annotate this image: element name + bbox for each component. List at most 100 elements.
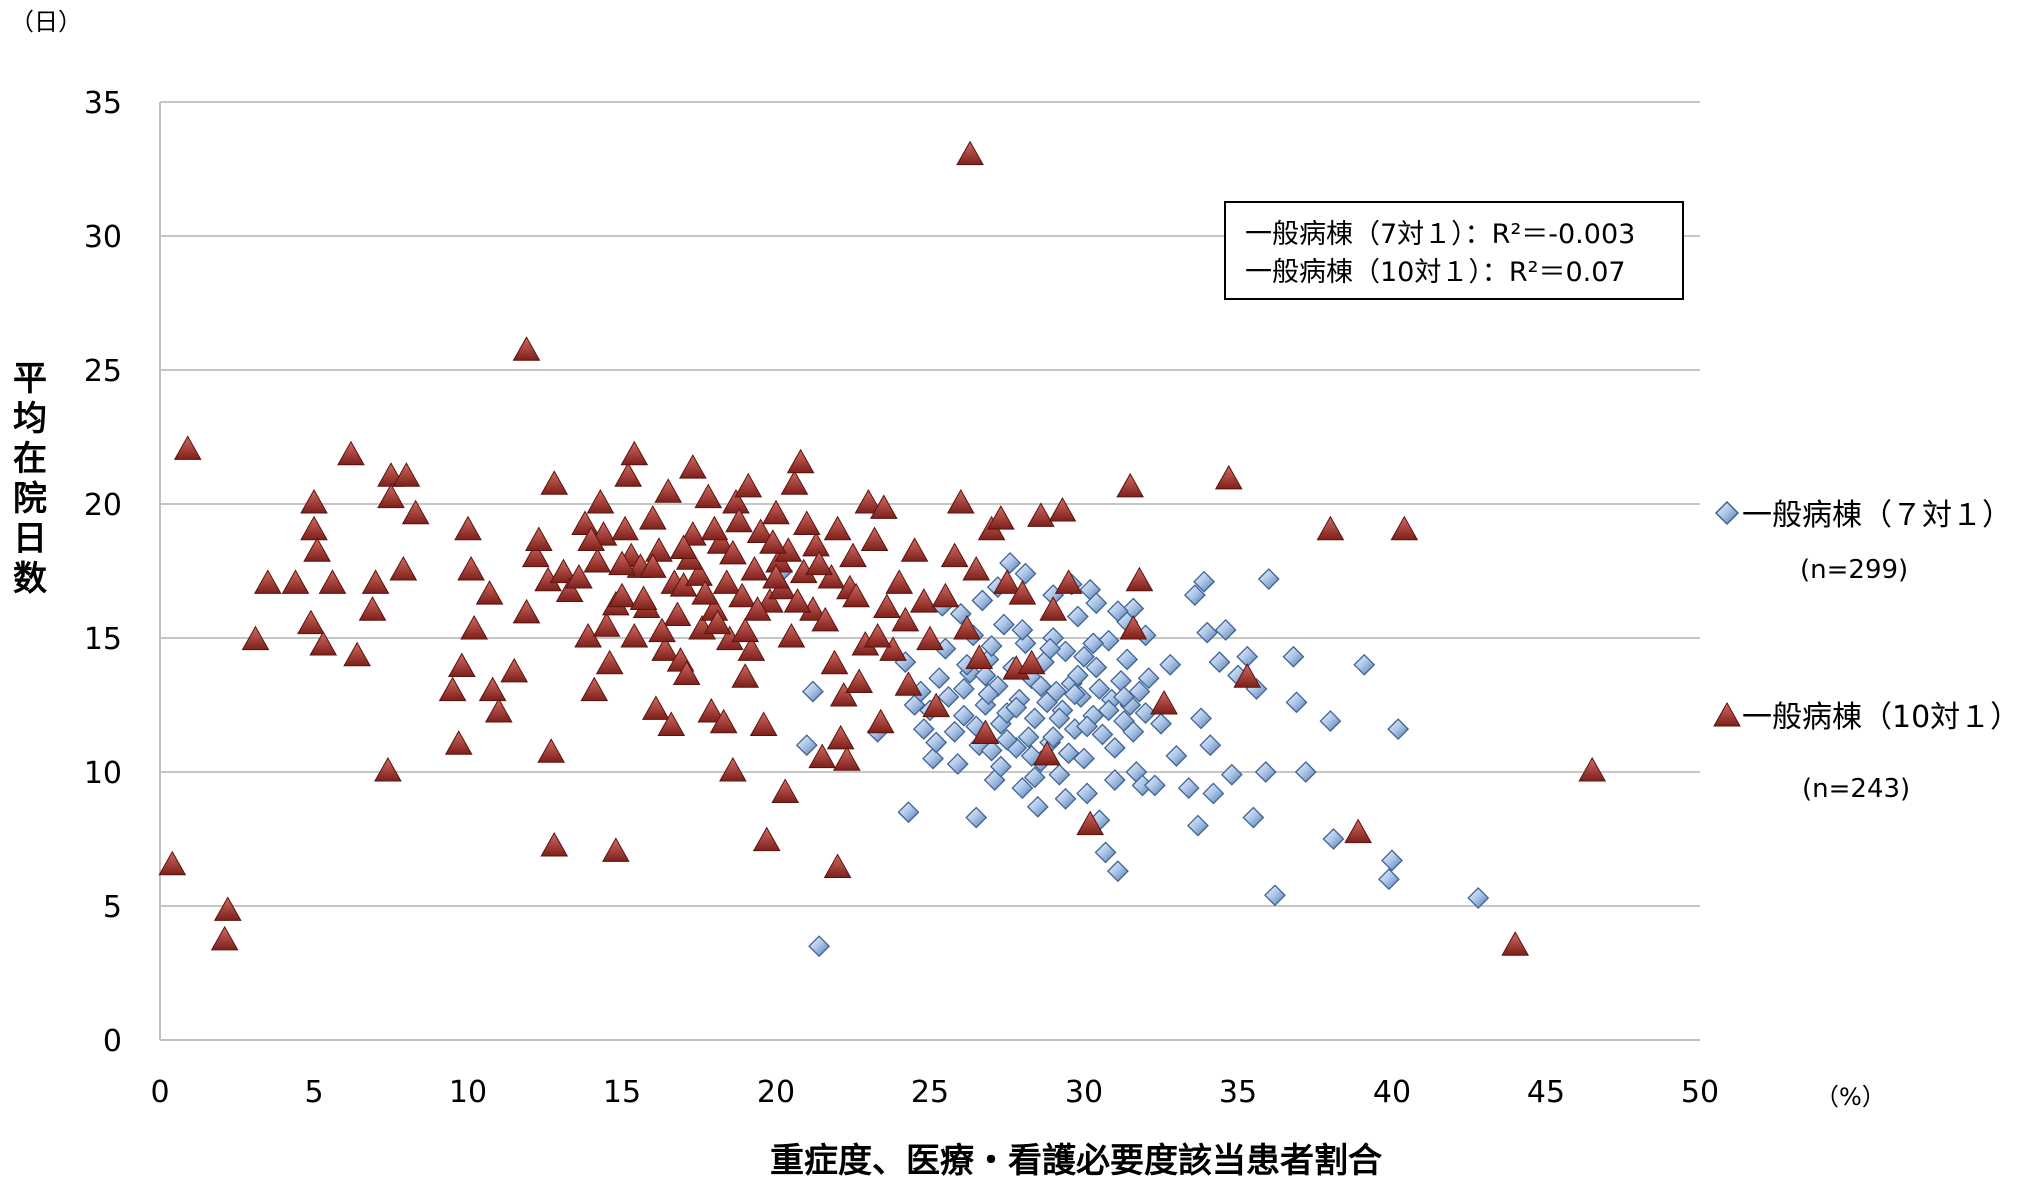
data-point-7to1: [1014, 562, 1037, 585]
data-point-7to1: [1282, 645, 1305, 668]
data-point-10to1: [1578, 756, 1607, 782]
data-point-7to1: [1353, 653, 1376, 676]
data-point-10to1: [241, 625, 270, 651]
data-point-7to1: [795, 734, 818, 757]
y-axis-title: 平均在院日数: [13, 359, 47, 599]
data-point-10to1: [173, 435, 202, 460]
data-point-7to1: [1264, 884, 1286, 907]
data-point-7to1: [1214, 619, 1237, 641]
data-point-10to1: [672, 660, 701, 686]
data-point-10to1: [1054, 569, 1083, 594]
data-point-10to1: [771, 778, 800, 803]
data-point-10to1: [654, 478, 683, 503]
data-point-7to1: [1208, 651, 1231, 674]
y-tick-label: 5: [103, 890, 122, 925]
data-point-10to1: [845, 668, 874, 694]
x-tick-label: 45: [1527, 1075, 1565, 1110]
data-point-10to1: [737, 636, 766, 661]
data-point-7to1: [1165, 745, 1188, 767]
data-point-7to1: [1063, 683, 1086, 706]
data-point-10to1: [860, 526, 889, 552]
data-point-10to1: [213, 896, 242, 921]
legend-n-10to1: (n=243): [1802, 774, 1910, 804]
data-point-10to1: [444, 730, 473, 755]
data-point-10to1: [706, 529, 735, 554]
legend-item-10to1: 一般病棟（10対１） (n=243): [1713, 700, 2020, 804]
data-point-10to1: [343, 641, 371, 667]
data-point-7to1: [1039, 637, 1062, 660]
data-point-7to1: [1220, 763, 1243, 786]
data-point-7to1: [1134, 702, 1157, 724]
data-point-7to1: [1196, 621, 1219, 644]
diamond-icon: [1714, 500, 1740, 526]
data-point-10to1: [826, 724, 855, 750]
data-point-10to1: [620, 622, 649, 648]
data-point-10to1: [586, 488, 615, 514]
data-point-10to1: [620, 440, 649, 466]
data-point-10to1: [389, 555, 418, 581]
data-point-10to1: [300, 515, 328, 541]
data-point-10to1: [374, 756, 402, 782]
data-point-10to1: [746, 518, 775, 543]
data-point-10to1: [805, 550, 833, 576]
data-point-10to1: [817, 564, 846, 589]
data-point-7to1: [996, 728, 1018, 751]
data-point-10to1: [931, 582, 960, 608]
data-point-7to1: [952, 704, 975, 727]
data-point-10to1: [500, 657, 529, 683]
data-point-7to1: [1042, 726, 1065, 749]
data-point-10to1: [783, 588, 812, 613]
data-point-10to1: [524, 526, 553, 552]
data-point-10to1: [700, 515, 729, 541]
data-point-10to1: [571, 510, 599, 535]
data-point-10to1: [759, 529, 787, 554]
data-point-7to1: [1113, 686, 1135, 708]
data-point-7to1: [1054, 640, 1077, 663]
data-point-10to1: [965, 644, 994, 669]
data-point-7to1: [1177, 777, 1200, 799]
data-point-7to1: [1137, 667, 1160, 690]
legend: 一般病棟（７対１） (n=299) 一般病棟（10対１） (n=243): [1713, 498, 2020, 804]
data-point-10to1: [762, 564, 790, 589]
data-point-10to1: [728, 582, 756, 608]
data-point-10to1: [731, 617, 760, 643]
data-point-10to1: [916, 625, 944, 651]
data-point-10to1: [873, 593, 901, 619]
data-point-10to1: [309, 631, 338, 656]
data-point-10to1: [300, 488, 328, 514]
data-point-10to1: [657, 711, 686, 736]
data-point-10to1: [866, 708, 895, 734]
y-tick-label: 10: [84, 756, 122, 791]
data-point-10to1: [303, 537, 331, 562]
data-point-10to1: [879, 636, 907, 661]
data-point-7to1: [1387, 718, 1410, 741]
data-point-10to1: [1214, 464, 1243, 490]
data-point-10to1: [1033, 740, 1061, 766]
data-point-7to1: [937, 686, 960, 708]
data-point-10to1: [361, 569, 390, 594]
y-tick-labels: 0 5 10 15 20 25 30 35: [84, 86, 122, 1059]
data-point-10to1: [540, 832, 569, 857]
data-point-10to1: [645, 537, 673, 562]
data-point-7to1: [1467, 887, 1490, 909]
data-point-10to1: [478, 676, 507, 702]
data-point-7to1: [1066, 605, 1089, 628]
data-point-10to1: [685, 561, 713, 586]
data-point-7to1: [1319, 710, 1342, 732]
data-point-10to1: [719, 756, 747, 782]
data-point-7to1: [1082, 632, 1105, 655]
data-point-10to1: [1344, 818, 1372, 844]
data-point-10to1: [555, 577, 584, 602]
x-tick-label: 5: [304, 1075, 323, 1110]
data-point-7to1: [1097, 699, 1120, 722]
data-point-7to1: [1017, 726, 1040, 749]
data-point-10to1: [986, 505, 1015, 530]
data-point-10to1: [755, 588, 784, 613]
data-point-10to1: [549, 558, 578, 584]
data-point-10to1: [891, 606, 920, 632]
y-tick-label: 30: [84, 220, 122, 255]
data-point-7to1: [1106, 600, 1129, 623]
data-point-10to1: [669, 534, 698, 560]
data-point-10to1: [749, 711, 778, 736]
